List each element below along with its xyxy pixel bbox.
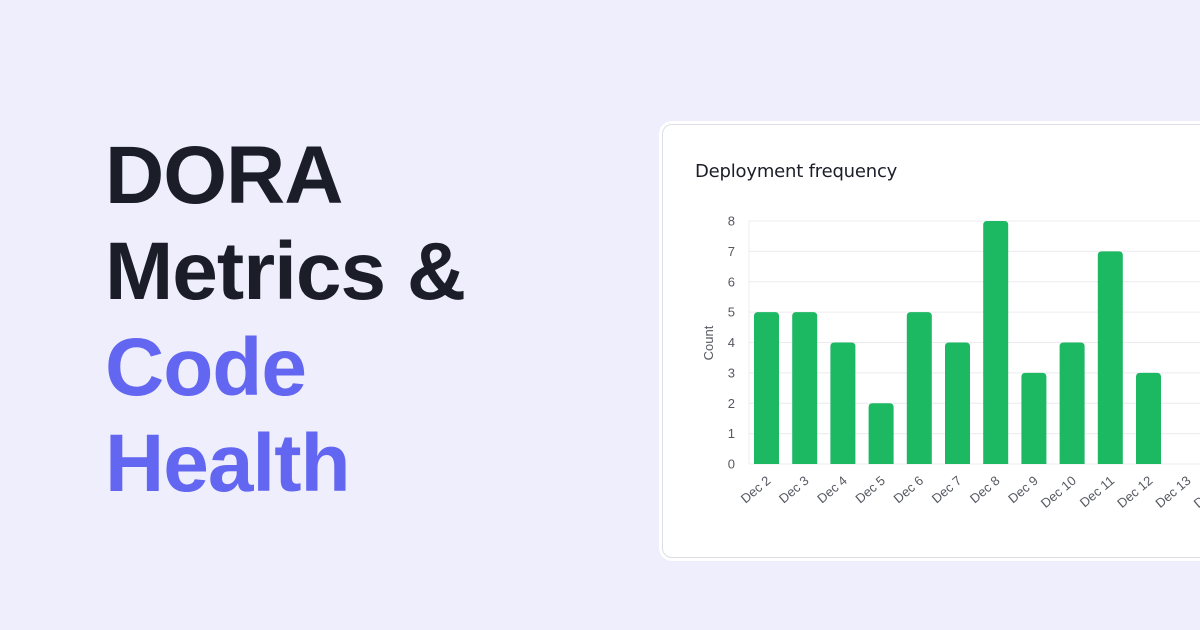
x-tick-label: Dec 7 xyxy=(929,473,965,506)
headline-line-1: DORA xyxy=(105,130,343,221)
y-axis-label: Count xyxy=(701,325,716,360)
x-tick-label: Dec 11 xyxy=(1077,473,1117,510)
bar xyxy=(1097,251,1123,464)
x-axis-ticks: Dec 2 Dec 3 Dec 4 Dec 5 Dec 6 Dec 7 Dec 8 Dec 9… xyxy=(738,473,1200,511)
headline-line-4: Health xyxy=(105,418,351,509)
headline: DORA Metrics & Code Health xyxy=(105,128,466,512)
y-tick-label: 0 xyxy=(728,457,735,472)
bar xyxy=(945,342,970,464)
x-tick-label: Dec 4 xyxy=(814,473,850,506)
y-tick-label: 7 xyxy=(728,244,735,259)
x-tick-label: Dec 2 xyxy=(738,473,774,506)
headline-line-2: Metrics & xyxy=(105,226,466,317)
y-tick-label: 5 xyxy=(728,305,735,320)
y-tick-label: 2 xyxy=(728,396,735,411)
bar xyxy=(754,312,779,464)
y-axis-ticks: 0 1 2 3 4 5 6 7 8 xyxy=(728,214,735,472)
headline-line-3: Code xyxy=(105,322,307,413)
y-tick-label: 1 xyxy=(728,426,735,441)
x-tick-label: Dec 6 xyxy=(891,473,927,506)
x-tick-label: Dec 5 xyxy=(852,473,888,506)
deployment-frequency-chart: 0 1 2 3 4 5 6 7 8 Dec 2 Dec 3 Dec 4 Dec 5 Dec 6 Dec 7… xyxy=(701,214,1200,511)
bar xyxy=(1136,372,1161,464)
chart-title: Deployment frequency xyxy=(695,161,898,182)
y-tick-label: 4 xyxy=(728,335,735,350)
bar xyxy=(1059,342,1085,464)
x-tick-label: Dec 12 xyxy=(1114,473,1155,511)
x-tick-label: Dec 9 xyxy=(1005,473,1041,506)
y-tick-label: 6 xyxy=(728,274,735,289)
bar xyxy=(868,403,894,464)
x-tick-label: Dec 14 xyxy=(1191,473,1200,511)
y-tick-label: 3 xyxy=(728,365,735,380)
x-tick-label: Dec 13 xyxy=(1152,473,1193,511)
bar xyxy=(1021,372,1047,464)
x-tick-label: Dec 8 xyxy=(967,473,1003,506)
bars xyxy=(754,221,1161,464)
bar xyxy=(906,312,932,464)
bar xyxy=(830,342,856,464)
x-tick-label: Dec 3 xyxy=(776,473,812,506)
x-tick-label: Dec 10 xyxy=(1038,473,1079,511)
bar xyxy=(792,312,818,464)
bar xyxy=(983,221,1009,464)
y-tick-label: 8 xyxy=(728,214,735,229)
